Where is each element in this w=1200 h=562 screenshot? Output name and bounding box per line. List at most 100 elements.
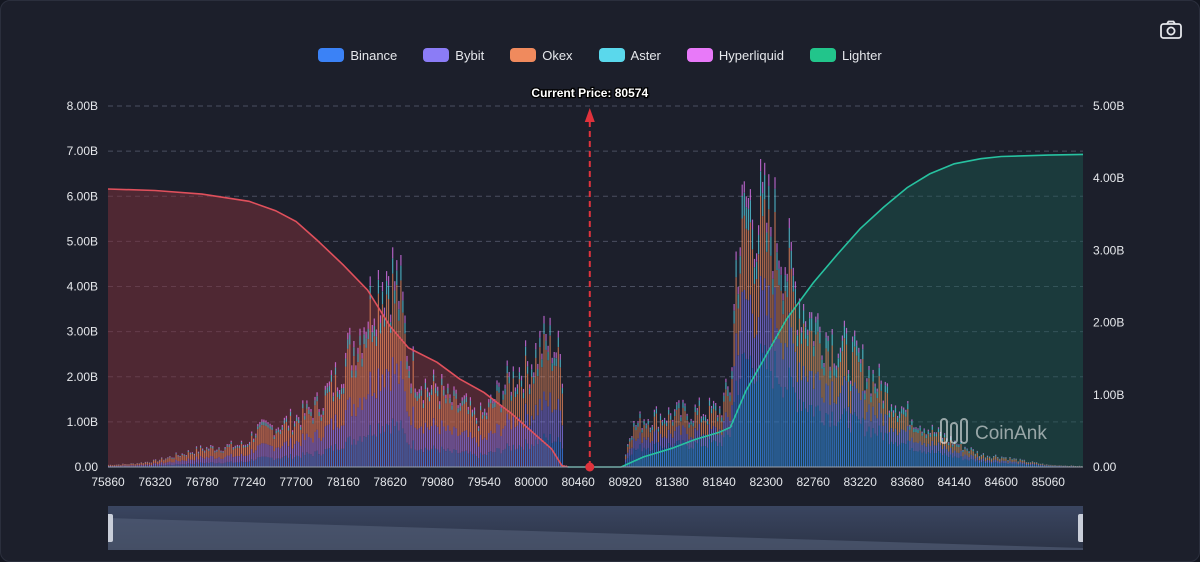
bar-segment-binance <box>845 411 848 467</box>
bar-segment-bybit <box>800 380 803 411</box>
bar-segment-binance <box>686 445 688 467</box>
legend-item-hyperliquid[interactable]: Hyperliquid <box>686 45 784 65</box>
bar-segment-binance <box>672 448 674 467</box>
bar-segment-okex <box>465 402 467 431</box>
bar-segment-okex <box>339 399 341 429</box>
bar-segment-hyperliquid <box>717 415 719 418</box>
bar-segment-binance <box>371 435 373 467</box>
bar-segment-bybit <box>195 456 198 463</box>
bar-segment-aster <box>741 195 743 219</box>
bar-segment-bybit <box>978 460 980 463</box>
bar-segment-okex <box>240 443 243 454</box>
bar-segment-okex <box>751 249 754 314</box>
bar-segment-bybit <box>320 440 322 456</box>
bar-segment-hyperliquid <box>737 286 739 295</box>
bar-segment-okex <box>948 445 950 452</box>
bar-segment-okex <box>191 453 193 460</box>
bar-segment-okex <box>193 455 195 461</box>
bar-segment-bybit <box>931 440 933 451</box>
bar-segment-binance <box>257 457 259 467</box>
bar-segment-hyperliquid <box>473 407 476 411</box>
bar-segment-hyperliquid <box>653 409 655 412</box>
bar-segment-hyperliquid <box>206 446 208 448</box>
bar-segment-binance <box>414 449 416 467</box>
bar-segment-aster <box>997 457 999 459</box>
bar-segment-okex <box>271 430 273 446</box>
bar-segment-bybit <box>1046 465 1048 466</box>
bar-segment-bybit <box>684 427 686 442</box>
long-cumulative-area <box>567 154 1083 467</box>
bar-segment-hyperliquid <box>739 247 741 257</box>
bar-segment-aster <box>995 455 997 457</box>
bar-segment-binance <box>733 401 735 467</box>
bar-segment-hyperliquid <box>772 271 774 279</box>
bar-segment-hyperliquid <box>204 450 206 452</box>
bar-segment-aster <box>800 332 803 344</box>
bar-segment-okex <box>850 391 852 414</box>
bar-segment-okex <box>960 444 962 451</box>
bar-segment-okex <box>1042 463 1044 465</box>
bar-segment-binance <box>854 412 856 467</box>
bar-segment-hyperliquid <box>886 383 888 387</box>
bar-segment-okex <box>999 459 1001 462</box>
bar-segment-binance <box>480 452 482 467</box>
bar-segment-binance <box>146 465 148 467</box>
bar-segment-aster <box>886 386 888 394</box>
bar-segment-hyperliquid <box>459 403 461 407</box>
bar-segment-aster <box>345 358 347 367</box>
bar-segment-okex <box>267 427 269 445</box>
bar-segment-binance <box>913 451 915 467</box>
bar-segment-binance <box>155 465 157 467</box>
bar-segment-aster <box>749 200 751 223</box>
zoom-handle-right[interactable] <box>1078 514 1083 542</box>
bar-segment-binance <box>232 462 234 467</box>
bar-segment-aster <box>165 458 167 460</box>
bar-segment-okex <box>915 431 917 443</box>
legend-item-bybit[interactable]: Bybit <box>423 45 484 65</box>
legend-item-lighter[interactable]: Lighter <box>809 45 882 65</box>
bar-segment-bybit <box>529 425 531 449</box>
bar-segment-bybit <box>490 430 492 452</box>
bar-segment-binance <box>870 437 872 467</box>
bar-segment-binance <box>455 450 457 467</box>
bar-segment-okex <box>392 273 394 358</box>
bar-segment-okex <box>1054 465 1056 466</box>
bar-segment-bybit <box>281 446 283 458</box>
bar-segment-aster <box>320 417 322 421</box>
bar-segment-binance <box>700 446 702 467</box>
zoom-slider[interactable] <box>108 506 1083 550</box>
bar-segment-hyperliquid <box>811 312 813 319</box>
legend-item-okex[interactable]: Okex <box>510 45 573 65</box>
bar-segment-binance <box>868 426 870 467</box>
bar-segment-aster <box>907 403 909 409</box>
legend-item-binance[interactable]: Binance <box>318 45 397 65</box>
bar-segment-binance <box>649 451 651 467</box>
bar-segment-binance <box>717 446 719 467</box>
bar-segment-okex <box>410 393 412 426</box>
bar-segment-okex <box>1046 464 1048 466</box>
bar-segment-okex <box>860 372 862 401</box>
bar-segment-bybit <box>819 380 821 411</box>
legend-item-aster[interactable]: Aster <box>598 45 661 65</box>
zoom-handle-left[interactable] <box>108 514 113 542</box>
bar-segment-bybit <box>1015 461 1017 464</box>
bar-segment-binance <box>1040 465 1042 467</box>
bar-segment-hyperliquid <box>345 352 347 359</box>
bar-segment-bybit <box>251 449 253 460</box>
bar-segment-hyperliquid <box>457 405 459 409</box>
bar-segment-okex <box>420 395 422 427</box>
bar-segment-hyperliquid <box>269 423 271 426</box>
bar-segment-okex <box>222 452 224 459</box>
bar-segment-binance <box>762 352 764 467</box>
bar-segment-aster <box>200 446 202 448</box>
bar-segment-binance <box>273 460 275 467</box>
y-left-tick-label: 7.00B <box>67 144 98 158</box>
bar-segment-bybit <box>398 384 400 431</box>
bar-segment-okex <box>668 414 670 430</box>
bar-segment-binance <box>200 462 202 467</box>
bar-segment-bybit <box>788 312 790 368</box>
bar-segment-bybit <box>649 442 651 452</box>
y-right-tick-label: 3.00B <box>1093 243 1124 257</box>
camera-icon[interactable] <box>1159 19 1183 41</box>
bar-segment-hyperliquid <box>735 251 737 261</box>
